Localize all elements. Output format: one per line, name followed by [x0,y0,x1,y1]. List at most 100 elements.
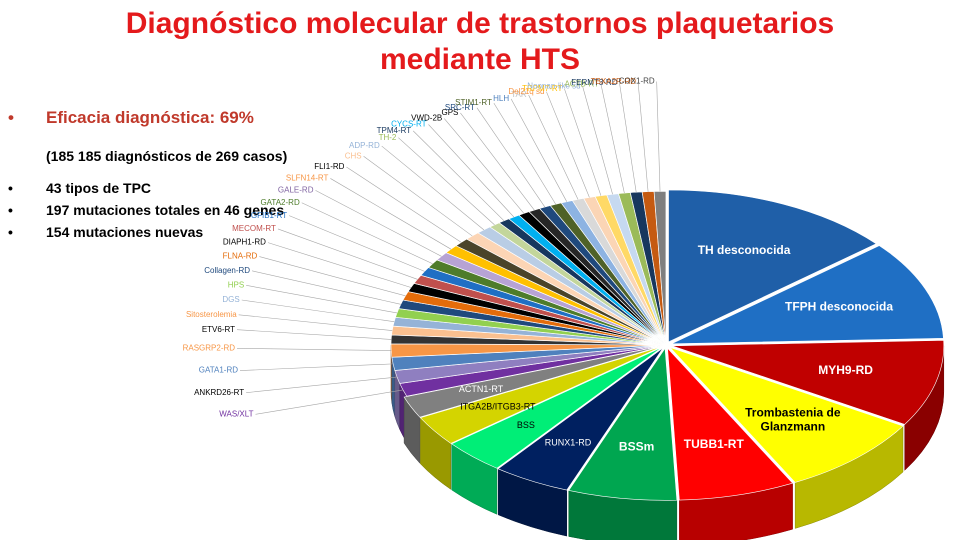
slice-label: ANKRD26-RT [194,388,244,397]
leader-line [656,81,661,192]
bullet-efficacy-detail: (185 185 diagnósticos de 269 casos) [8,148,368,180]
leader-line [237,348,392,351]
leader-line [510,98,568,202]
leader-line [277,228,418,280]
pie-slice [667,347,794,501]
leader-line [412,130,505,222]
bullet-marker: • [8,224,13,240]
slice-label: TUBB1-RT [684,437,745,451]
leader-line [398,137,495,226]
leader-line [241,299,395,323]
leader-line [259,256,406,297]
leader-line [528,94,579,200]
slice-label: STIM1-RT [455,98,492,107]
leader-line [251,270,401,305]
slice-label: RUNX1-RD [545,438,592,448]
leader-line [381,145,485,231]
slice-label: Noonan-like sd [527,81,580,90]
leader-line [546,91,590,198]
leader-line [246,376,398,393]
slice-label: GFIB1-RT [251,211,287,220]
slice-label: ETV6-RT [202,325,235,334]
title-line-1: Diagnóstico molecular de trastornos plaq… [125,7,835,40]
leader-line [428,124,515,218]
leader-line [346,166,462,243]
slice-label: MYH9-RD [818,363,873,377]
leader-line [255,389,404,415]
slice-label: ADP-RD [349,141,380,150]
pie-slice [671,340,945,425]
slice-label: SLFN14-RT [286,174,329,183]
pie-labels: TH desconocida TFPH desconocida MYH9-RD Tro… [183,77,894,454]
bullet-marker: • [8,180,13,196]
slice-label: FLI1-RD [314,162,344,171]
slice-label: GATA2-RD [260,198,299,207]
slice-label: WAS/XLT [219,409,253,418]
leader-line [619,82,637,193]
leader-line [600,84,625,194]
slice-label: HLH [493,94,509,103]
leader-line [246,285,398,314]
leader-line [476,107,546,208]
slice-label: COX1-RD [619,77,655,86]
slice-label: Sitosterolemia [186,310,237,319]
pie-slice [671,245,944,345]
slice-label: ITGA2B/ITGB3-RT [460,402,536,412]
slice-label: FERMT3-RD [571,78,617,87]
pie-slice [668,189,877,343]
leader-line [237,329,392,340]
leader-line [493,102,556,205]
pie-tops [390,189,945,501]
leader-line [637,82,649,192]
leader-line [238,314,393,331]
slide-title: Diagnóstico molecular de trastornos plaq… [0,6,960,78]
leader-line [363,156,473,237]
bullet-item-3: • 154 mutaciones nuevas [8,224,368,246]
leader-line [289,215,425,272]
efficacy-text: Eficacia diagnóstica: 69% [46,108,254,127]
pie-slice [568,347,678,501]
slice-label: DGS [222,295,239,304]
slice-label: VWD-2B [411,114,442,123]
slice-label: Collagen-RD [204,266,250,275]
leader-line [267,242,412,288]
efficacy-detail-text: (185 185 diagnósticos de 269 casos) [46,148,288,164]
bullet-text: 43 tipos de TPC [46,180,152,196]
bullet-marker: • [8,108,14,127]
bullet-item-1: • 43 tipos de TPC [8,180,368,202]
bullet-marker: • [8,202,13,218]
slice-label: TRPM7-RT [522,84,562,93]
leader-line [564,88,602,196]
slice-label: TH-2 [379,133,397,142]
slice-label: ACTB-RT [564,80,599,89]
slice-label: ACTN1-RT [459,385,504,395]
leader-line [315,190,442,257]
slice-label: MECOM-RT [232,224,276,233]
slice-label: TFPH desconocida [785,300,893,314]
slice-label: HPS [228,280,244,289]
bullet-text: 154 mutaciones nuevas [46,224,204,240]
slice-label: BSS [517,421,535,431]
pie-slice [403,346,661,418]
slice-label: TH desconocida [698,243,791,257]
pie-slice [497,347,664,491]
title-line-2: mediante HTS [379,43,581,76]
slice-label: GPS [442,108,459,117]
pie-slice [451,347,663,469]
pie-slice [419,346,662,444]
bullet-list: • Eficacia diagnóstica: 69% (185 185 dia… [8,108,368,246]
slice-label: GATA1-RD [199,366,238,375]
leader-line [582,86,613,195]
slice-label: SRC-RT [445,103,475,112]
slice-label: TPM4-RT [377,126,412,135]
slice-label: RASGRP2-RD [183,343,236,352]
bullet-item-2: • 197 mutaciones totales en 46 genes [8,202,368,224]
leader-line [239,363,394,371]
slice-label: CYCS-RT [391,120,427,129]
slice-label: FLNA-RD [223,252,258,261]
leader-line [460,112,535,211]
bullet-efficacy: • Eficacia diagnóstica: 69% [8,108,368,148]
leader-line [301,202,433,264]
slice-label: CHS [345,151,362,160]
